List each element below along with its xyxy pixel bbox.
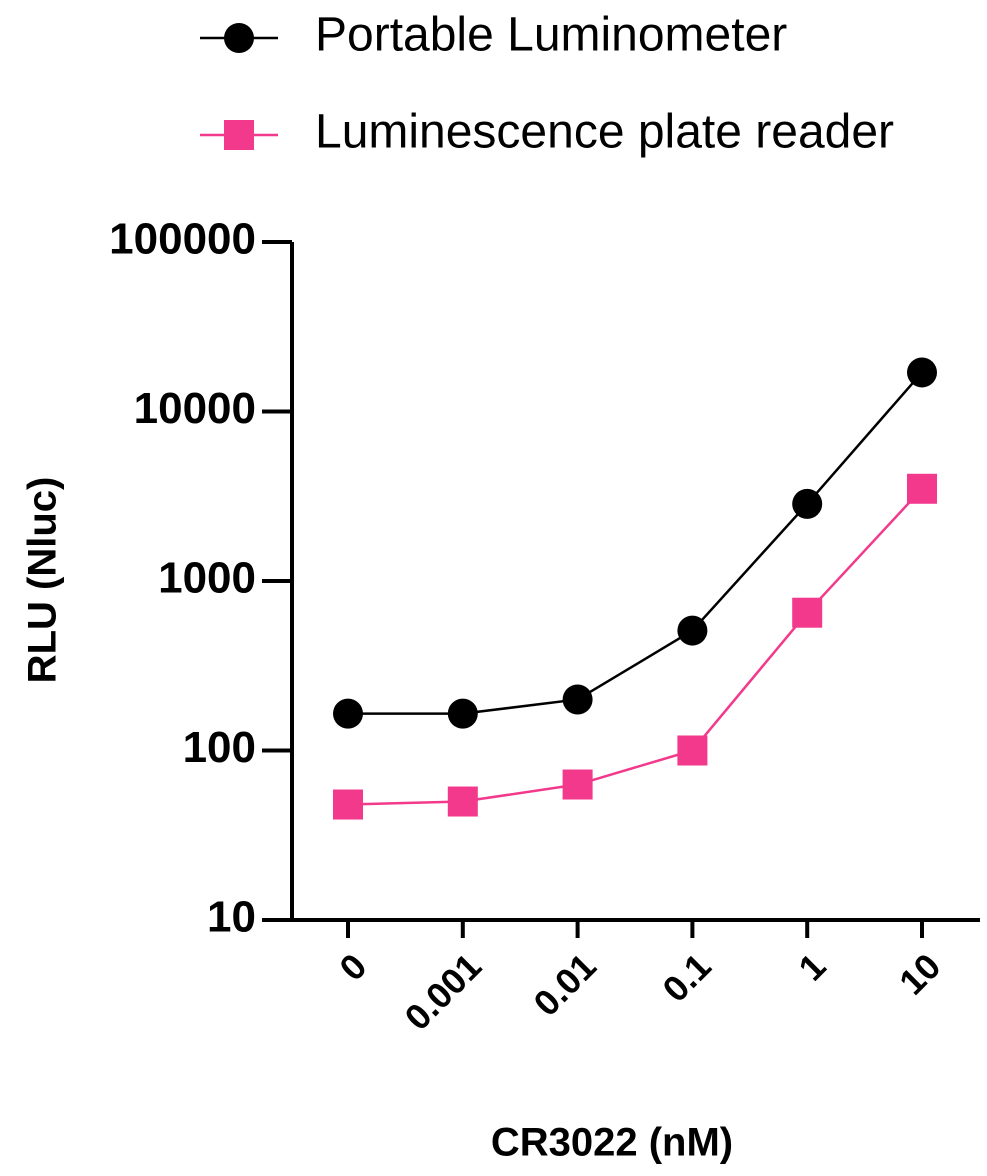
y-tick-label: 100 <box>183 723 256 772</box>
marker <box>333 789 363 820</box>
y-axis-title: RLU (Nluc) <box>21 477 65 684</box>
marker <box>224 120 254 150</box>
x-tick-label: 1 <box>790 945 833 988</box>
x-tick-label: 0.1 <box>654 945 718 1009</box>
marker <box>907 357 937 388</box>
y-tick-label: 10000 <box>134 384 256 433</box>
marker <box>677 735 708 766</box>
marker <box>792 488 823 519</box>
y-tick-label: 1000 <box>158 554 256 603</box>
x-tick-label: 10 <box>891 945 948 1002</box>
marker <box>447 786 478 817</box>
marker <box>447 698 478 729</box>
marker <box>562 769 593 800</box>
marker <box>677 615 708 646</box>
y-tick-label: 100000 <box>109 215 256 264</box>
x-tick-label: 0.01 <box>525 945 604 1024</box>
marker <box>792 597 823 628</box>
marker <box>907 473 937 504</box>
marker <box>333 698 363 729</box>
marker <box>562 684 593 715</box>
x-tick-label: 0.001 <box>396 945 489 1038</box>
marker <box>224 23 254 53</box>
legend-label: Portable Luminometer <box>315 9 787 62</box>
x-axis-title: CR3022 (nM) <box>491 1121 733 1165</box>
legend-label: Luminescence plate reader <box>315 106 894 159</box>
series-line <box>347 487 923 806</box>
x-tick-label: 0 <box>331 945 374 988</box>
series-line <box>348 371 923 715</box>
y-tick-label: 10 <box>207 893 256 942</box>
